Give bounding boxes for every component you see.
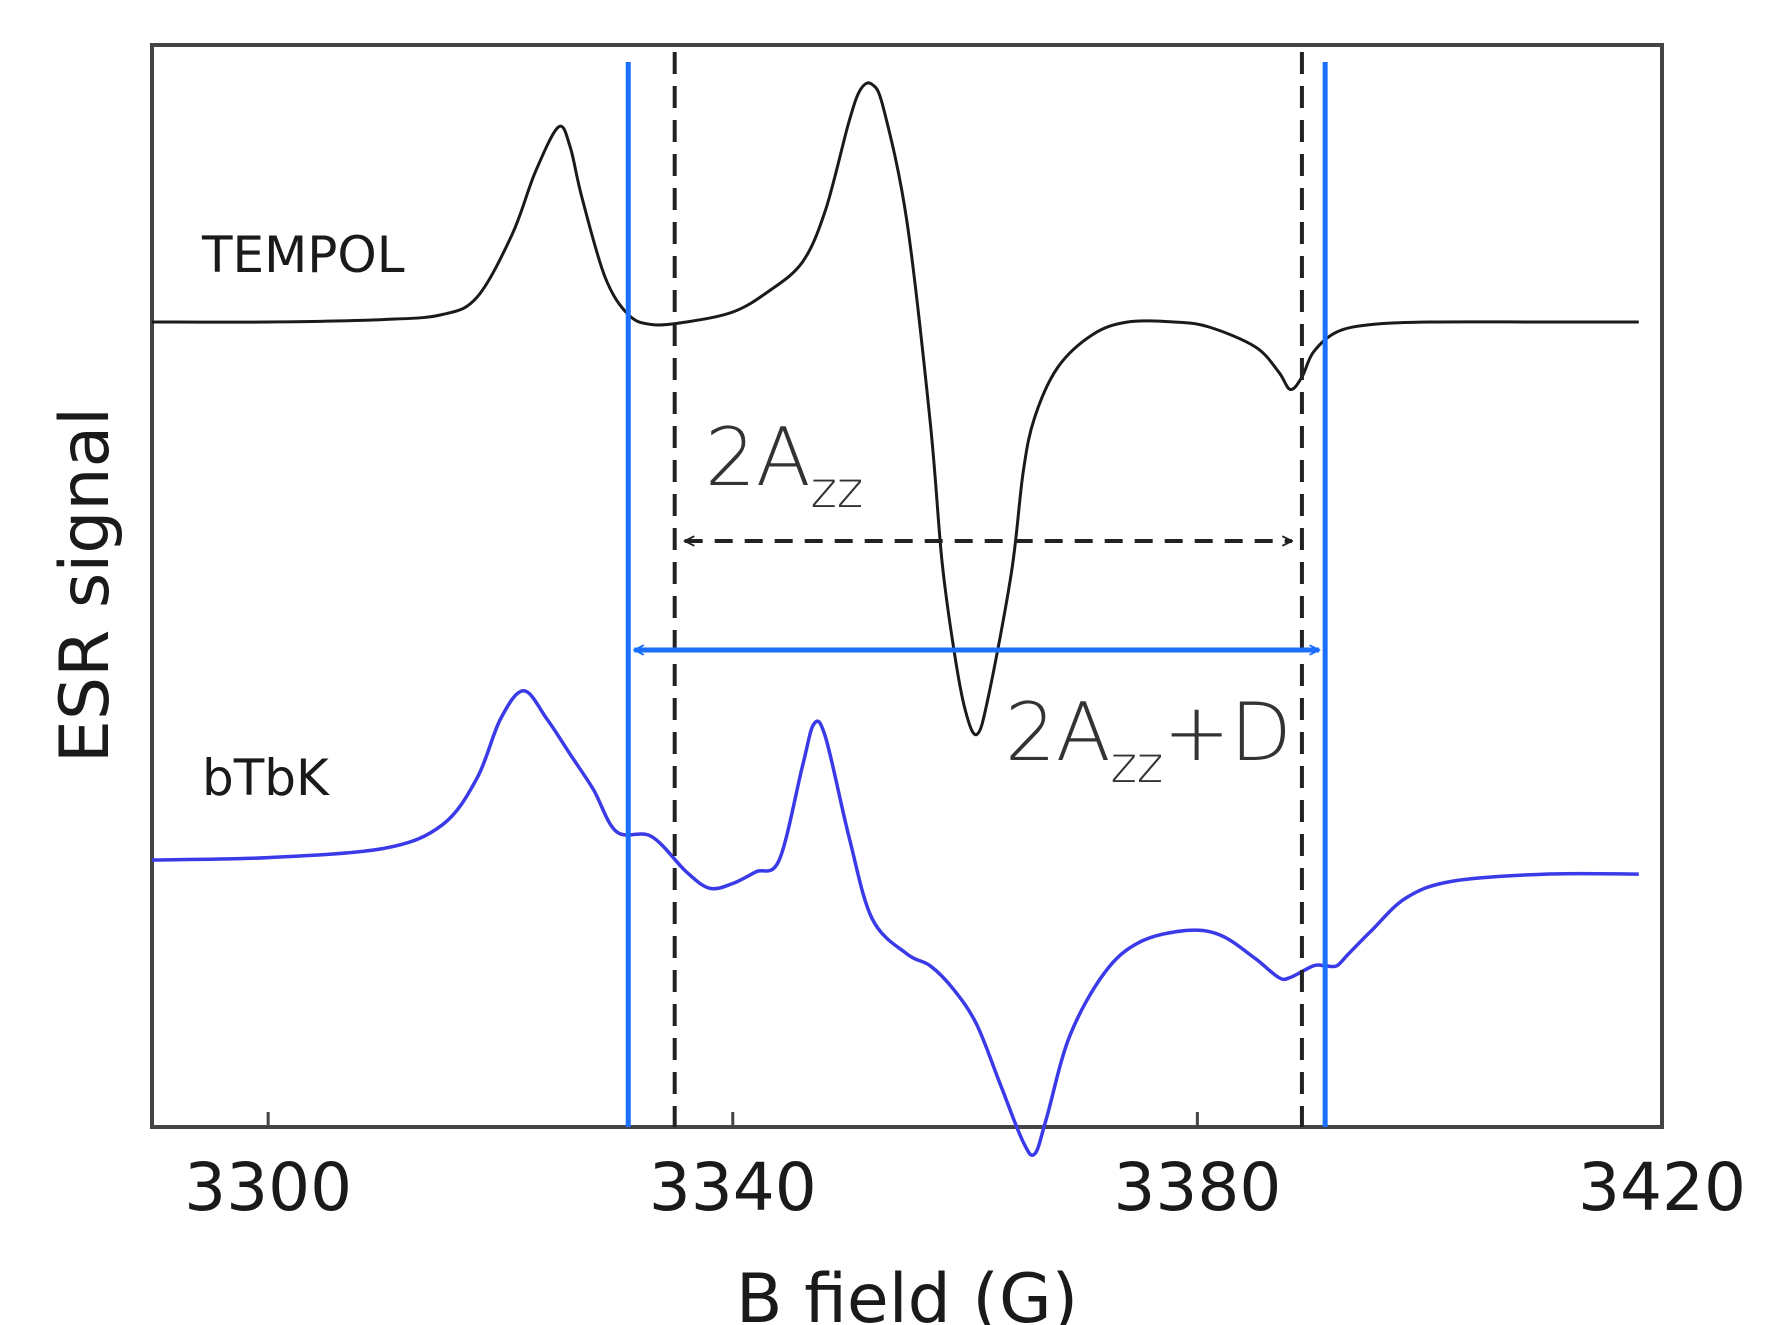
series-label-tempol: TEMPOL [201, 226, 405, 284]
annotation-azz: 2Azz [705, 411, 863, 519]
annotation-azz-plus-d: 2Azz+D [1005, 686, 1292, 794]
x-tick-label: 3380 [1113, 1149, 1281, 1226]
y-axis-title: ESR signal [46, 407, 125, 763]
x-tick-label: 3420 [1578, 1149, 1746, 1226]
series-label-btbk: bTbK [202, 749, 330, 807]
plot-frame [150, 43, 1664, 1129]
vertical-marker-lines [625, 52, 1328, 1127]
x-tick-label: 3340 [649, 1149, 817, 1226]
x-axis-title: B field (G) [736, 1260, 1078, 1325]
tempol-series-line [151, 81, 1639, 737]
btbk-series-line [151, 689, 1639, 1157]
x-tick-label: 3300 [184, 1149, 352, 1226]
x-axis-ticks: 3300 3340 3380 3420 [184, 1112, 1746, 1226]
